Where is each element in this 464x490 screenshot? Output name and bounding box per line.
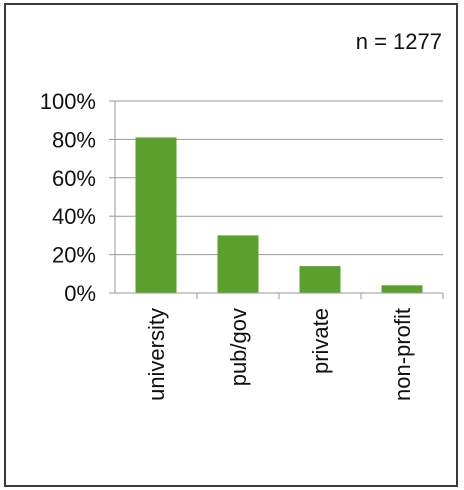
x-category-label: pub/gov — [226, 308, 251, 386]
bar-private — [299, 266, 341, 293]
x-category-label: non-profit — [390, 308, 415, 401]
y-tick-label: 20% — [52, 243, 96, 268]
y-tick-labels: 0% 20% 40% 60% 80% 100% — [40, 89, 96, 306]
bar-pub-gov — [217, 235, 259, 293]
bar-non-profit — [381, 285, 423, 293]
y-tick-label: 80% — [52, 127, 96, 152]
x-category-label: university — [144, 308, 169, 401]
y-tick-label: 100% — [40, 89, 96, 114]
bars — [135, 137, 423, 293]
y-tick-label: 0% — [64, 281, 96, 306]
x-category-label: private — [308, 308, 333, 374]
x-category-labels: university pub/gov private non-profit — [144, 308, 415, 401]
y-tick-label: 40% — [52, 204, 96, 229]
y-tick-label: 60% — [52, 166, 96, 191]
sample-size-label: n = 1277 — [355, 29, 442, 54]
bar-university — [135, 137, 177, 293]
axes — [109, 100, 444, 299]
